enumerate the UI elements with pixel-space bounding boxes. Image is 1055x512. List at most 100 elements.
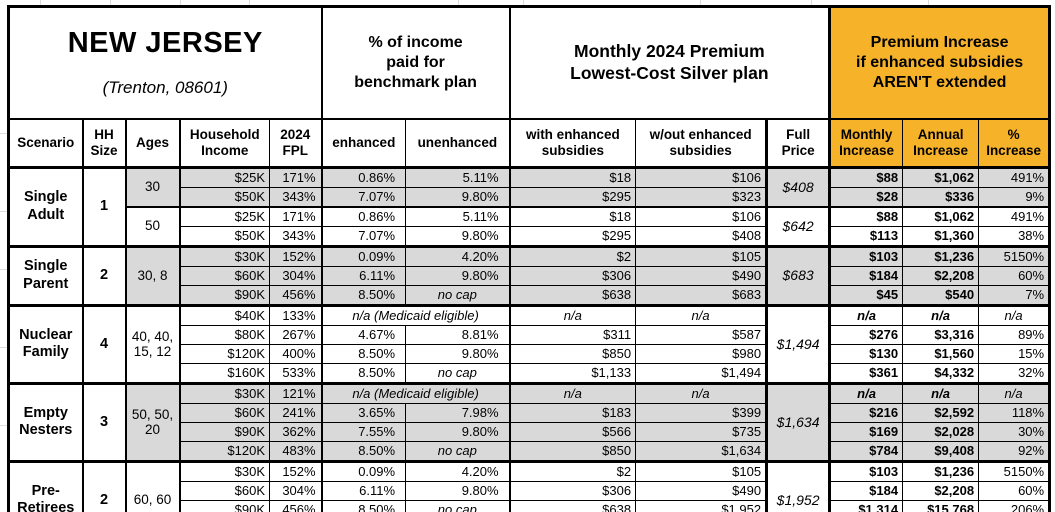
fpl-cell: 133% xyxy=(268,303,323,326)
wout-subsidies-cell: $683 xyxy=(635,284,768,306)
col-header-income: Household Income xyxy=(178,118,270,169)
unenhanced-pct-cell: 5.11% xyxy=(405,205,511,227)
fpl-cell: 241% xyxy=(268,402,323,423)
table-row: $160K 533% 8.50% no cap $1,133 $1,494 $361 $4,3… xyxy=(9,362,1051,384)
ages-cell: 50 xyxy=(124,205,180,247)
fpl-cell: 483% xyxy=(268,440,323,462)
monthly-increase-cell: $28 xyxy=(828,186,904,208)
enhanced-pct-cell: 0.86% xyxy=(320,165,407,188)
gridline-stub xyxy=(249,0,250,6)
unenhanced-pct-cell: 9.80% xyxy=(405,225,511,247)
full-price-cell: $408 xyxy=(765,165,831,208)
monthly-increase-cell: $216 xyxy=(828,402,904,423)
hh-size-cell: 1 xyxy=(81,165,126,247)
income-cell: $30K xyxy=(178,459,270,482)
wout-subsidies-cell: $587 xyxy=(635,324,768,345)
header-group-row: NEW JERSEY (Trenton, 08601) % of income … xyxy=(7,5,1051,120)
pct-increase-cell: 89% xyxy=(978,324,1051,345)
monthly-increase-cell: $184 xyxy=(828,265,904,286)
pct-increase-cell: 60% xyxy=(978,265,1051,286)
pct-increase-cell: 30% xyxy=(978,421,1051,442)
pct-increase-cell: n/a xyxy=(978,303,1051,326)
unenhanced-pct-cell: no cap xyxy=(405,499,511,512)
table-row: $80K 267% 4.67% 8.81% $311 $587 $276 $3,316 89% xyxy=(9,324,1051,345)
col-header-annual-increase: Annual Increase xyxy=(902,118,980,169)
unenhanced-pct-cell: 9.80% xyxy=(405,343,511,364)
wout-subsidies-cell: $106 xyxy=(635,165,768,188)
ages-cell: 40, 40, 15, 12 xyxy=(124,303,180,384)
income-cell: $25K xyxy=(178,205,270,227)
with-subsidies-cell: $18 xyxy=(508,205,637,227)
enhanced-pct-cell: 3.65% xyxy=(320,402,407,423)
state-location: (Trenton, 08601) xyxy=(102,78,228,98)
wout-subsidies-cell: $105 xyxy=(635,459,768,482)
wout-subsidies-cell: $1,952 xyxy=(635,499,768,512)
gridline-stub xyxy=(0,269,7,270)
monthly-increase-cell: $361 xyxy=(828,362,904,384)
ages-cell: 30 xyxy=(124,165,180,208)
pct-increase-cell: 5150% xyxy=(978,459,1051,482)
fpl-cell: 343% xyxy=(268,225,323,247)
unenhanced-pct-cell: 9.80% xyxy=(405,186,511,208)
scenario-cell: Nuclear Family xyxy=(8,303,83,384)
scenario-cell: Single Adult xyxy=(8,165,83,247)
monthly-increase-cell: $88 xyxy=(828,205,904,227)
wout-subsidies-cell: $399 xyxy=(635,402,768,423)
annual-increase-cell: $9,408 xyxy=(902,440,980,462)
fpl-cell: 304% xyxy=(268,480,323,501)
gridline-stub xyxy=(811,0,812,6)
pct-increase-cell: 7% xyxy=(978,284,1051,306)
enhanced-pct-cell: 7.55% xyxy=(320,421,407,442)
income-cell: $160K xyxy=(178,362,270,384)
pct-increase-cell: 38% xyxy=(978,225,1051,247)
enhanced-pct-cell: 8.50% xyxy=(320,499,407,512)
fpl-cell: 456% xyxy=(268,284,323,306)
scenario-cell: Empty Nesters xyxy=(8,381,83,462)
enhanced-pct-cell: 0.86% xyxy=(320,205,407,227)
with-subsidies-cell: $850 xyxy=(508,343,637,364)
fpl-cell: 343% xyxy=(268,186,323,208)
table-row: $90K 456% 8.50% no cap $638 $1,952 $1,314 $15,7… xyxy=(9,499,1051,512)
pct-increase-cell: 32% xyxy=(978,362,1051,384)
income-cell: $120K xyxy=(178,343,270,364)
monthly-increase-cell: $88 xyxy=(828,165,904,188)
scenario-cell: Pre- Retirees xyxy=(8,459,83,512)
group-header-income-pct: % of income paid for benchmark plan xyxy=(320,5,511,120)
enhanced-pct-cell: 7.07% xyxy=(320,186,407,208)
pct-increase-cell: 15% xyxy=(978,343,1051,364)
monthly-increase-cell: $784 xyxy=(828,440,904,462)
state-name: NEW JERSEY xyxy=(67,27,263,59)
pct-increase-cell: 92% xyxy=(978,440,1051,462)
col-header-scenario: Scenario xyxy=(8,118,83,169)
annual-increase-cell: $3,316 xyxy=(902,324,980,345)
gridline-stub xyxy=(180,0,181,6)
income-cell: $60K xyxy=(178,480,270,501)
annual-increase-cell: $1,236 xyxy=(902,244,980,267)
annual-increase-cell: $2,208 xyxy=(902,265,980,286)
annual-increase-cell: $1,560 xyxy=(902,343,980,364)
income-cell: $25K xyxy=(178,165,270,188)
with-subsidies-cell: $306 xyxy=(508,480,637,501)
group-header-increase: Premium Increase if enhanced subsidies A… xyxy=(828,5,1051,120)
annual-increase-cell: $540 xyxy=(902,284,980,306)
gridline-stub xyxy=(0,347,7,348)
ages-cell: 60, 60 xyxy=(124,459,180,512)
annual-increase-cell: $2,592 xyxy=(902,402,980,423)
ages-cell: 30, 8 xyxy=(124,244,180,306)
group-header-premium: Monthly 2024 Premium Lowest-Cost Silver … xyxy=(508,5,831,120)
table-row: Pre- Retirees 2 60, 60 $30K 152% 0.09% 4.20% $2… xyxy=(8,459,1051,512)
income-cell: $30K xyxy=(178,244,270,267)
hh-size-cell: 4 xyxy=(81,303,126,384)
unenhanced-pct-cell: 9.80% xyxy=(405,480,511,501)
with-subsidies-cell: $566 xyxy=(508,421,637,442)
monthly-increase-cell: $103 xyxy=(828,244,904,267)
income-cell: $50K xyxy=(178,225,270,247)
medicaid-note-cell: n/a (Medicaid eligible) xyxy=(320,303,511,326)
pct-increase-cell: 206% xyxy=(978,499,1051,512)
pct-increase-cell: 60% xyxy=(978,480,1051,501)
table-row: $60K 304% 6.11% 9.80% $306 $490 $184 $2,208 60% xyxy=(9,265,1051,286)
fpl-cell: 362% xyxy=(268,421,323,442)
with-subsidies-cell: $183 xyxy=(508,402,637,423)
monthly-increase-cell: $113 xyxy=(828,225,904,247)
income-cell: $120K xyxy=(178,440,270,462)
